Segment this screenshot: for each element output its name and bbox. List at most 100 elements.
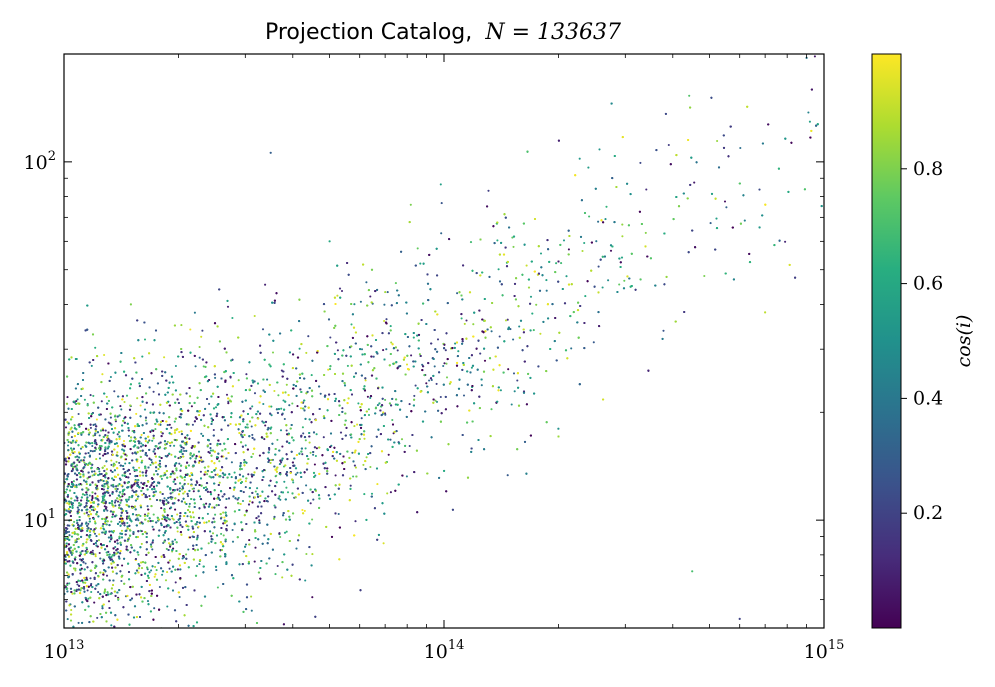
scatter-point [127,434,130,437]
scatter-point [490,408,493,411]
scatter-point [120,408,123,411]
scatter-point [103,591,106,594]
scatter-point [283,531,287,534]
scatter-point [74,569,77,572]
scatter-point [105,574,109,577]
scatter-point [363,493,366,496]
scatter-point [136,397,139,400]
scatter-point [440,232,443,235]
scatter-point [370,492,374,495]
scatter-point [94,346,97,349]
scatter-point [226,305,230,308]
scatter-point [620,256,624,259]
scatter-point [299,407,303,410]
scatter-point [142,492,145,495]
scatter-point [511,236,514,239]
scatter-point [78,461,81,464]
scatter-point [264,283,267,286]
scatter-point [539,332,542,335]
scatter-point [241,499,245,503]
scatter-point [305,552,308,556]
scatter-point [587,166,590,169]
scatter-point [592,341,595,344]
scatter-point [160,477,163,480]
scatter-point [70,535,74,538]
scatter-point [137,513,140,516]
scatter-point [118,498,121,501]
scatter-point [353,425,356,428]
scatter-point [341,407,344,410]
scatter-point [570,347,573,350]
scatter-point [174,508,177,511]
scatter-point [291,402,294,405]
scatter-point [621,235,624,238]
scatter-point [173,420,176,423]
scatter-point [177,457,180,460]
scatter-point [254,546,257,549]
scatter-point [168,567,171,570]
scatter-point [382,349,385,352]
scatter-point [148,494,151,498]
scatter-point [148,485,152,489]
scatter-point [413,394,416,397]
scatter-point [197,525,200,528]
scatter-point [94,555,97,558]
scatter-point [504,319,508,322]
scatter-point [114,504,117,507]
scatter-point [414,384,417,387]
scatter-point [258,519,261,522]
scatter-point [279,535,282,539]
scatter-point [70,436,73,439]
scatter-point [188,502,191,505]
scatter-point [307,335,310,338]
scatter-point [244,486,247,489]
scatter-point [98,470,101,473]
scatter-point [192,516,195,519]
scatter-point [198,414,201,417]
scatter-point [209,449,212,452]
scatter-point [408,444,411,448]
scatter-point [90,590,93,594]
scatter-point [487,189,490,192]
scatter-point [247,473,250,476]
scatter-point [433,365,436,368]
scatter-point [703,274,706,278]
scatter-point [271,351,275,354]
scatter-point [396,349,399,352]
scatter-point [240,467,243,471]
scatter-point [408,403,411,406]
scatter-point [140,542,143,545]
scatter-point [121,495,124,498]
scatter-point [304,579,307,582]
scatter-point [567,248,570,251]
scatter-point [319,392,322,395]
scatter-point [242,550,245,553]
scatter-point [99,557,102,560]
scatter-point [68,582,71,585]
scatter-point [216,586,219,589]
scatter-point [445,362,448,365]
scatter-point [285,383,288,386]
scatter-point [180,448,183,452]
scatter-point [279,498,282,501]
scatter-point [180,324,183,327]
scatter-point [86,589,89,592]
scatter-point [150,569,153,572]
scatter-point [328,368,332,371]
scatter-point [169,545,172,548]
scatter-point [356,423,359,426]
scatter-point [76,583,79,586]
scatter-point [445,376,449,379]
scatter-point [436,338,440,341]
scatter-point [266,378,269,381]
scatter-point [595,240,598,243]
scatter-point [382,542,385,545]
scatter-point [298,347,301,350]
scatter-point [79,558,82,561]
scatter-point [465,319,468,322]
scatter-point [153,575,156,578]
scatter-point [283,417,286,421]
scatter-point [497,268,500,271]
scatter-point [187,548,190,551]
